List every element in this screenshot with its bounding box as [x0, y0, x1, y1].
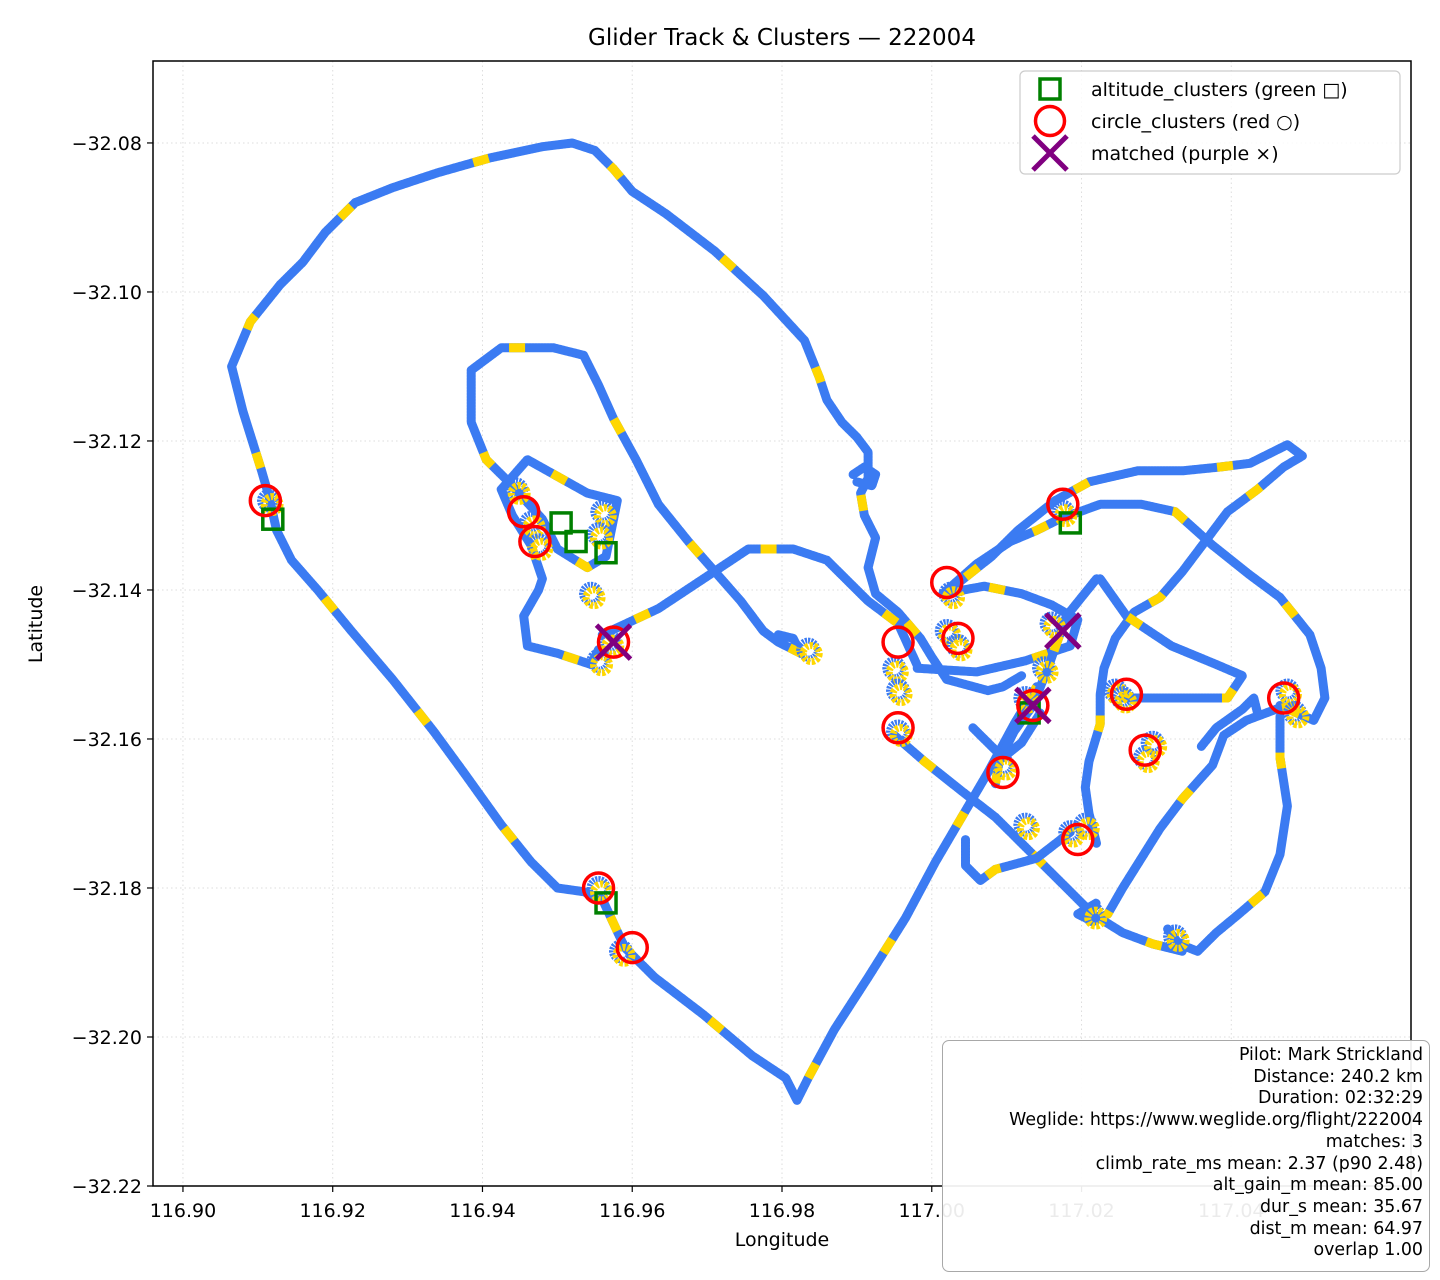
track-climb-segment [1053, 440, 1307, 845]
y-tick-label: −32.20 [72, 1027, 142, 1049]
info-climb-rate: climb_rate_ms mean: 2.37 (p90 2.48) [1095, 1153, 1423, 1174]
matched-marker [594, 623, 633, 661]
track-segment [968, 708, 1045, 763]
circling-climb-loop [799, 642, 823, 666]
circling-climb-loop [1076, 817, 1100, 841]
y-tick-label: −32.16 [72, 729, 142, 751]
y-tick-label: −32.12 [72, 431, 142, 453]
track-climb-segment [264, 495, 1041, 1105]
x-axis-label: Longitude [735, 1229, 830, 1251]
circle-cluster-marker [1128, 733, 1162, 767]
circling-climb-loop [1035, 660, 1059, 684]
y-tick-label: −32.22 [72, 1176, 142, 1198]
matched-marker [1044, 612, 1082, 650]
circling-climb-loop [582, 586, 606, 610]
x-tick-label: 116.96 [599, 1200, 665, 1222]
circle-cluster-marker [506, 494, 541, 529]
matched-marker [1014, 686, 1052, 725]
circle-cluster-marker [248, 483, 283, 518]
circling-climb-loop [1084, 906, 1108, 930]
y-tick-label: −32.08 [72, 133, 142, 155]
cluster-markers [248, 483, 1301, 965]
info-duration: Duration: 02:32:29 [1257, 1088, 1423, 1109]
altitude-cluster-marker [1058, 511, 1083, 535]
legend-square-marker [1038, 77, 1062, 101]
track-climb-segment [891, 731, 1184, 956]
info-matches: matches: 3 [1325, 1131, 1423, 1152]
circle-cluster-marker [881, 711, 915, 745]
info-overlap: overlap 1.00 [1313, 1240, 1423, 1261]
x-tick-label: 116.94 [449, 1200, 515, 1222]
x-tick-label: 116.90 [150, 1200, 216, 1222]
legend-label-circle-clusters: circle_clusters (red ○) [1091, 111, 1300, 133]
circle-cluster-marker [518, 524, 552, 559]
legend: altitude_clusters (green □) circle_clust… [1019, 70, 1401, 175]
track-climb-segment [951, 497, 1059, 590]
track-segment [942, 671, 1027, 696]
circle-cluster-marker [581, 871, 616, 905]
info-duration-mean: dur_s mean: 35.67 [1260, 1196, 1423, 1217]
altitude-cluster-marker [564, 529, 588, 554]
circle-cluster-marker [941, 621, 975, 656]
legend-x-marker [1031, 134, 1069, 172]
flight-info-box: Pilot: Mark Strickland Distance: 240.2 k… [942, 1040, 1430, 1272]
track-climb-segment [1164, 716, 1292, 956]
circling-climb-loop [1114, 690, 1138, 714]
x-tick-label: 116.98 [749, 1200, 815, 1222]
info-distance: Distance: 240.2 km [1253, 1066, 1423, 1087]
circling-climb-loop [1286, 705, 1310, 729]
altitude-cluster-marker [261, 507, 285, 531]
circling-climb-loop [593, 504, 617, 528]
track-segment [1196, 693, 1262, 751]
altitude-cluster-marker [549, 511, 573, 535]
circle-cluster-marker [986, 755, 1020, 790]
circling-climb-loop [507, 481, 531, 505]
track-segment [1095, 574, 1247, 703]
info-pilot: Pilot: Mark Strickland [1238, 1045, 1423, 1065]
track-segment [466, 343, 806, 669]
y-axis-label: Latitude [25, 585, 47, 663]
circle-cluster-marker [1061, 822, 1095, 857]
circling-climb-loop [612, 943, 636, 967]
circle-cluster-marker [1109, 677, 1144, 712]
legend-label-altitude-clusters: altitude_clusters (green □) [1091, 79, 1348, 101]
info-alt-gain: alt_gain_m mean: 85.00 [1212, 1175, 1423, 1196]
circle-cluster-marker [1016, 688, 1050, 723]
legend-circle-marker [1033, 104, 1067, 138]
legend-label-matched: matched (purple ×) [1091, 143, 1279, 165]
y-tick-label: −32.18 [72, 878, 142, 900]
track-segment [597, 544, 922, 669]
circle-cluster-marker [1046, 487, 1080, 522]
track-segment [848, 462, 881, 491]
circle-cluster-marker [881, 625, 915, 659]
circling-climb-loop [1166, 928, 1190, 952]
track-segment [1163, 712, 1292, 956]
y-tick-label: −32.10 [72, 282, 142, 304]
y-axis: −32.08 −32.10 −32.12 −32.14 −32.16 −32.18 −32.… [72, 133, 153, 1198]
track-segment [227, 138, 952, 684]
track-climb-segment [916, 581, 1083, 677]
chart-title: Glider Track & Clusters — 222004 [588, 25, 976, 51]
x-tick-label: 116.92 [299, 1200, 365, 1222]
circling-climb-loop [889, 683, 913, 707]
info-weglide-link[interactable]: Weglide: https://www.weglide.org/flight/… [1009, 1110, 1423, 1131]
circle-cluster-marker [929, 565, 964, 600]
track-segment [938, 499, 1330, 725]
circle-cluster-marker [1266, 681, 1301, 715]
circling-climb-loop [1016, 817, 1040, 841]
altitude-cluster-marker [594, 540, 618, 565]
circling-climb-loop [885, 660, 909, 684]
flight-track [227, 138, 1330, 1105]
y-tick-label: −32.14 [72, 580, 142, 602]
circling-climb-loop [590, 526, 614, 550]
legend-box [1019, 70, 1401, 175]
track-segment [264, 492, 1042, 1105]
circle-cluster-marker [615, 930, 649, 965]
track-climb-segment [961, 828, 1074, 885]
info-distance-mean: dist_m mean: 64.97 [1249, 1218, 1423, 1239]
circle-cluster-marker [596, 625, 631, 659]
circling-climb-loop [994, 757, 1018, 781]
